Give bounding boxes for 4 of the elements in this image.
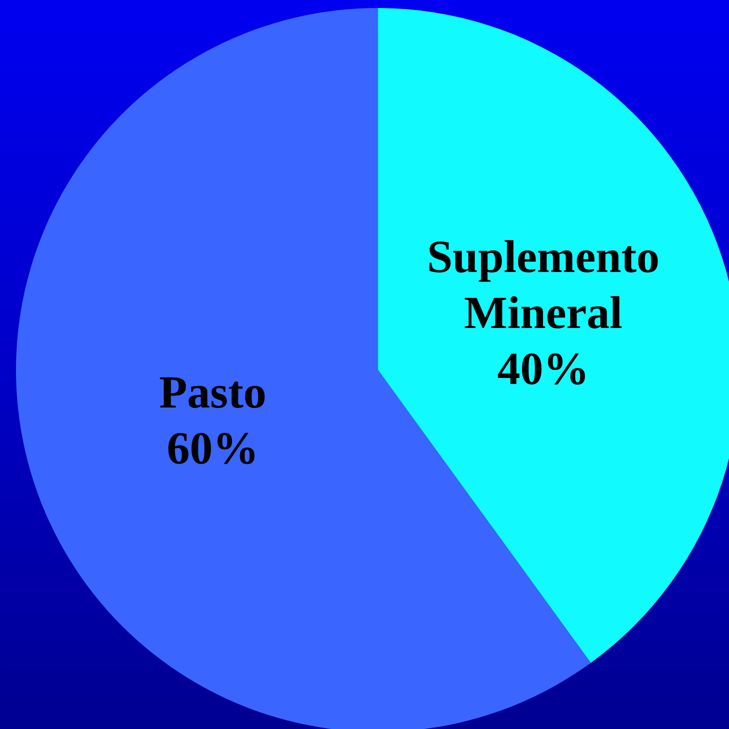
data-label: 60% <box>166 422 259 474</box>
slice-label: Pasto <box>159 366 266 418</box>
slice-label: Suplemento Mineral <box>426 231 660 338</box>
data-label: 40% <box>497 343 590 394</box>
